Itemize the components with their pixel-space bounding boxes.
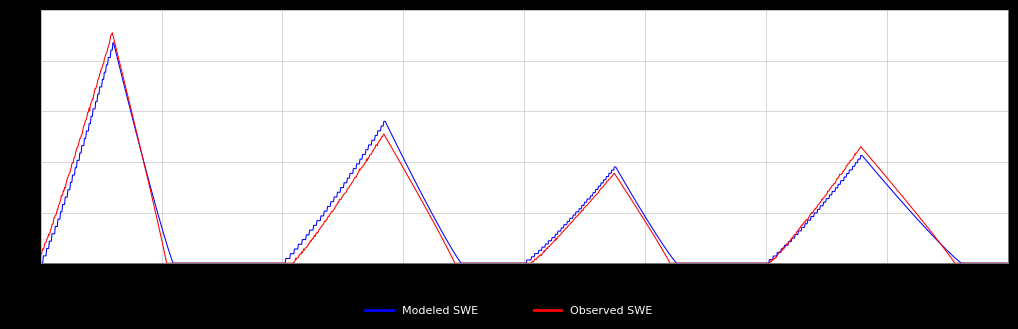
Legend: Modeled SWE, Observed SWE: Modeled SWE, Observed SWE [361,301,657,320]
